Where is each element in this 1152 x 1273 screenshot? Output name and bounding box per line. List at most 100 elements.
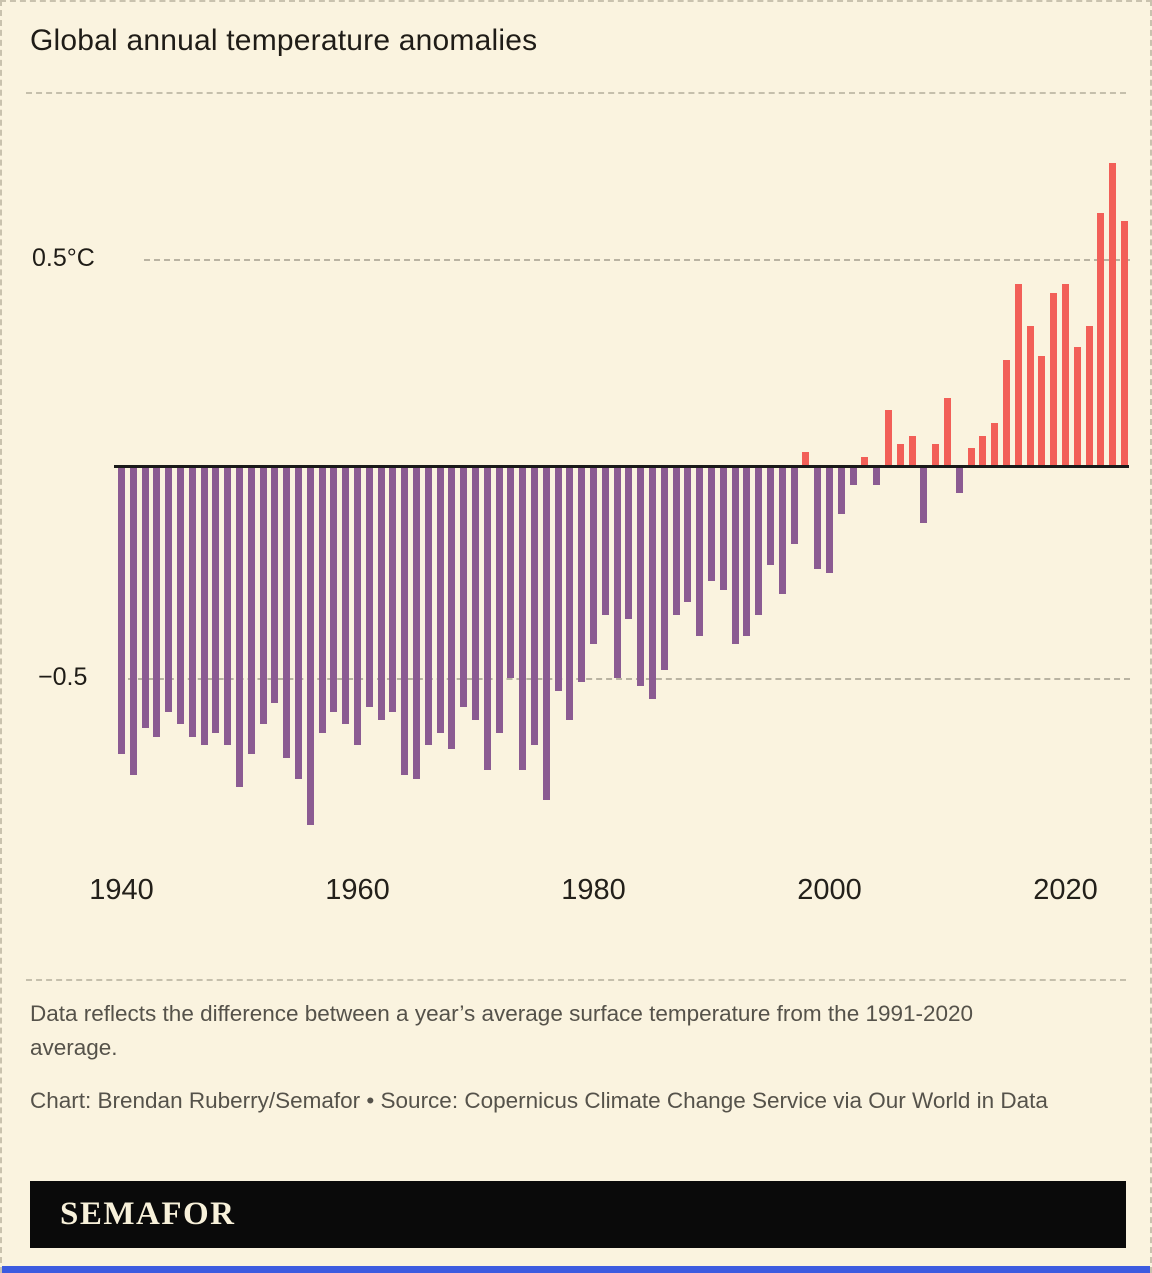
bar-1985 [649, 468, 656, 699]
chart-title: Global annual temperature anomalies [30, 24, 538, 57]
bottom-accent-strip [2, 1266, 1150, 1273]
bar-1968 [448, 468, 456, 750]
bar-1953 [271, 468, 279, 704]
bar-1970 [472, 468, 479, 720]
bar-2003 [861, 456, 869, 465]
bar-2022 [1085, 326, 1093, 465]
bar-2019 [1050, 292, 1058, 465]
bar-1986 [660, 468, 668, 670]
bar-1966 [424, 468, 432, 746]
bar-2010 [944, 397, 951, 465]
bar-1971 [483, 468, 491, 771]
bar-1960 [354, 468, 361, 746]
bar-1969 [460, 468, 468, 708]
bar-2005 [885, 410, 892, 465]
bar-2013 [979, 435, 987, 465]
bar-1952 [259, 468, 267, 725]
bar-2004 [873, 468, 881, 485]
semafor-logo-bar: SEMAFOR [30, 1181, 1126, 1248]
bar-1949 [224, 468, 232, 746]
bar-1989 [696, 468, 704, 636]
bar-1980 [590, 468, 597, 645]
bar-1976 [542, 468, 550, 800]
bar-1940 [118, 468, 125, 754]
bar-1944 [165, 468, 173, 712]
bar-1961 [365, 468, 373, 708]
bar-2012 [967, 448, 975, 465]
bar-2016 [1014, 284, 1022, 465]
bar-1992 [731, 468, 739, 645]
bar-1994 [755, 468, 763, 615]
y-axis-label-positive: 0.5°C [32, 244, 95, 272]
x-axis-label-1980: 1980 [561, 874, 626, 906]
y-axis-label-negative: −0.5 [38, 663, 88, 691]
bar-1977 [554, 468, 562, 691]
gridline-positive [144, 259, 1130, 261]
bar-1995 [767, 468, 774, 565]
bar-2009 [932, 444, 940, 465]
bar-2020 [1062, 284, 1069, 465]
bar-1958 [330, 468, 338, 712]
bar-1996 [778, 468, 786, 594]
bar-2024 [1109, 162, 1117, 465]
bar-2015 [1003, 360, 1010, 465]
bar-1942 [141, 468, 149, 729]
bar-1983 [625, 468, 633, 620]
bar-1982 [613, 468, 621, 678]
bar-2017 [1026, 326, 1034, 465]
bar-2018 [1038, 355, 1046, 465]
bar-1988 [684, 468, 692, 603]
bar-1956 [306, 468, 314, 825]
bar-1962 [377, 468, 385, 720]
bar-1997 [790, 468, 798, 544]
bar-2002 [849, 468, 857, 485]
bar-1967 [436, 468, 444, 733]
bar-1975 [531, 468, 538, 746]
bar-1998 [802, 452, 810, 465]
bar-1981 [601, 468, 609, 615]
footnote-description: Data reflects the difference between a y… [30, 1001, 974, 1060]
bar-1978 [566, 468, 574, 720]
x-axis-label-1960: 1960 [325, 874, 390, 906]
bar-1965 [413, 468, 420, 779]
chart-area: 0.5°C −0.5 1940 1960 1980 2000 2020 [30, 122, 1130, 932]
bar-1955 [295, 468, 302, 779]
gridline-negative [128, 678, 1130, 680]
bar-1948 [212, 468, 220, 733]
bar-1999 [814, 468, 822, 569]
bar-1951 [247, 468, 255, 754]
bar-1990 [708, 468, 715, 582]
bar-1954 [283, 468, 291, 758]
footnote-credit: Chart: Brendan Ruberry/Semafor • Source:… [30, 1088, 1048, 1113]
bar-1959 [342, 468, 350, 725]
bar-1991 [719, 468, 727, 590]
bar-2007 [908, 435, 916, 465]
bar-2000 [826, 468, 833, 573]
bar-2025 [1121, 221, 1128, 465]
bar-1972 [495, 468, 503, 733]
bar-2001 [837, 468, 845, 515]
bar-1945 [177, 468, 184, 725]
bar-2014 [991, 423, 999, 465]
footnote-divider [26, 979, 1126, 981]
bar-1943 [153, 468, 161, 737]
semafor-wordmark: SEMAFOR [60, 1196, 236, 1232]
bar-1987 [672, 468, 680, 615]
x-axis-label-2020: 2020 [1033, 874, 1098, 906]
bar-1957 [318, 468, 326, 733]
bar-1963 [389, 468, 397, 712]
bar-1993 [743, 468, 751, 636]
bar-2008 [920, 468, 928, 523]
bar-1974 [519, 468, 527, 771]
bar-1964 [401, 468, 409, 775]
zero-baseline [114, 465, 1129, 468]
bar-1984 [637, 468, 645, 687]
x-axis-label-2000: 2000 [797, 874, 862, 906]
title-divider [26, 92, 1126, 94]
bar-1947 [200, 468, 208, 746]
bar-2023 [1097, 213, 1105, 465]
bar-2011 [955, 468, 963, 494]
x-axis-label-1940: 1940 [89, 874, 154, 906]
bar-2021 [1073, 347, 1081, 465]
